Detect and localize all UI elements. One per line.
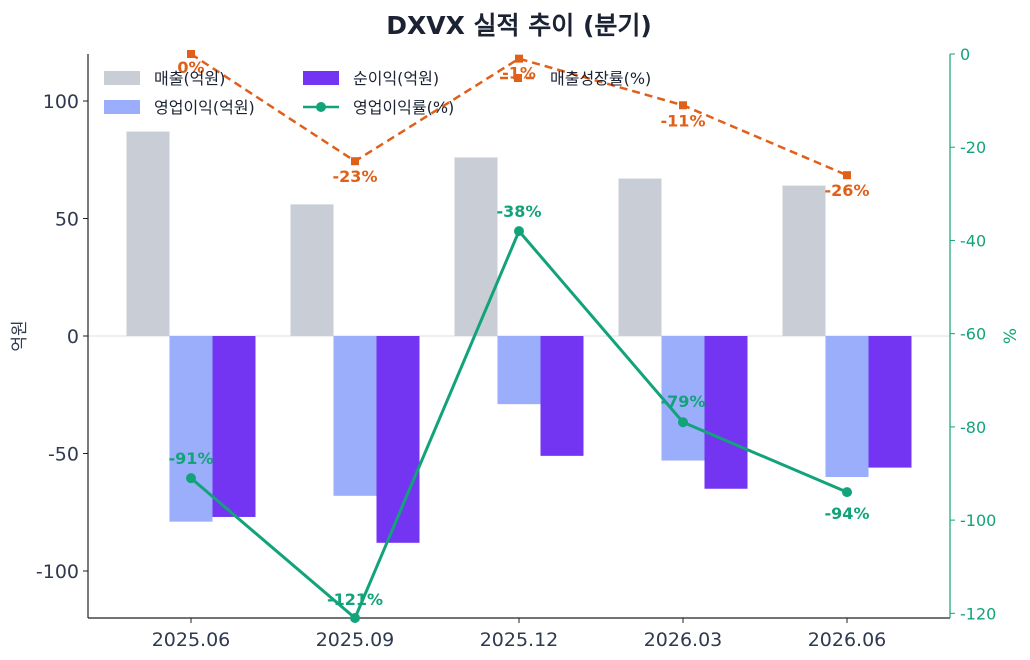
data-label-0-2026.06: -94% [825, 504, 870, 523]
x-tick-label: 2026.03 [644, 629, 723, 651]
bar-2-2025.09 [376, 336, 420, 543]
bar-0-2025.12 [454, 157, 498, 336]
left-tick-label: 50 [55, 209, 79, 231]
bar-1-2026.03 [661, 336, 705, 461]
line-marker-1-2025.12 [515, 54, 523, 63]
line-marker-1-2026.03 [679, 101, 687, 110]
left-tick-label: -100 [36, 561, 79, 583]
bar-2-2026.03 [704, 336, 748, 489]
bar-2-2025.12 [540, 336, 584, 456]
legend-marker-4 [514, 74, 522, 82]
legend-label-0: 매출(억원) [154, 69, 225, 88]
legend-swatch-0 [104, 71, 140, 85]
data-label-0-2025.12: -38% [497, 202, 542, 221]
x-tick-label: 2025.09 [316, 629, 395, 651]
bar-0-2026.03 [618, 178, 662, 336]
right-tick-label: -40 [960, 231, 986, 250]
line-marker-1-2025.06 [187, 50, 195, 58]
y2-axis-label: % [1001, 328, 1021, 344]
bar-0-2026.06 [782, 185, 826, 336]
data-label-1-2025.09: -23% [333, 167, 378, 186]
data-label-1-2025.06: 0% [177, 58, 204, 77]
line-marker-1-2025.09 [351, 157, 359, 166]
data-label-0-2025.09: -121% [327, 590, 383, 609]
data-label-0-2025.06: -91% [169, 449, 214, 468]
legend-label-2: 순이익(억원) [353, 69, 439, 88]
x-tick-label: 2025.12 [480, 629, 559, 651]
right-tick-label: -100 [960, 511, 996, 530]
left-tick-label: 0 [67, 326, 79, 348]
y-axis-label: 억원 [10, 320, 30, 351]
line-marker-0-2025.12 [514, 226, 524, 237]
x-tick-label: 2026.06 [808, 629, 887, 651]
legend-label-3: 영업이익률(%) [353, 98, 454, 117]
line-marker-0-2025.09 [350, 613, 360, 623]
legend-swatch-1 [104, 100, 140, 114]
right-tick-label: 0 [960, 45, 970, 64]
bar-0-2025.06 [126, 131, 170, 336]
line-1 [190, 52, 848, 177]
right-tick-label: -80 [960, 418, 986, 437]
bar-0-2025.09 [290, 204, 334, 336]
legend-marker-3 [316, 102, 326, 112]
bar-1-2025.09 [333, 336, 377, 496]
data-label-0-2026.03: -79% [661, 392, 706, 411]
bar-2-2025.06 [212, 336, 256, 517]
data-label-1-2026.03: -11% [661, 111, 706, 130]
x-tick-label: 2025.06 [152, 629, 231, 651]
line-marker-0-2025.06 [186, 473, 196, 484]
line-marker-1-2026.06 [843, 171, 851, 180]
chart-title: DXVX 실적 추이 (분기) [386, 11, 652, 40]
right-tick-label: -120 [960, 604, 996, 623]
bar-1-2025.12 [497, 336, 541, 405]
data-label-1-2026.06: -26% [825, 181, 870, 200]
legend-label-1: 영업이익(억원) [154, 98, 255, 117]
bar-1-2026.06 [825, 336, 869, 477]
left-tick-label: -50 [48, 444, 79, 466]
bar-1-2025.06 [169, 336, 213, 522]
left-tick-label: 100 [43, 91, 79, 113]
line-marker-0-2026.06 [842, 487, 852, 498]
line-marker-0-2026.03 [678, 417, 688, 428]
right-tick-label: -60 [960, 325, 986, 344]
legend-label-4: 매출성장률(%) [550, 69, 651, 88]
plot-area: -100 -50 0 50 100 0 -20 -40 -60 -80 -100 -120 2025.0… [10, 45, 1021, 651]
line-0 [190, 228, 848, 621]
legend-swatch-2 [303, 71, 339, 85]
right-tick-label: -20 [960, 138, 986, 157]
bar-2-2026.06 [868, 336, 912, 468]
